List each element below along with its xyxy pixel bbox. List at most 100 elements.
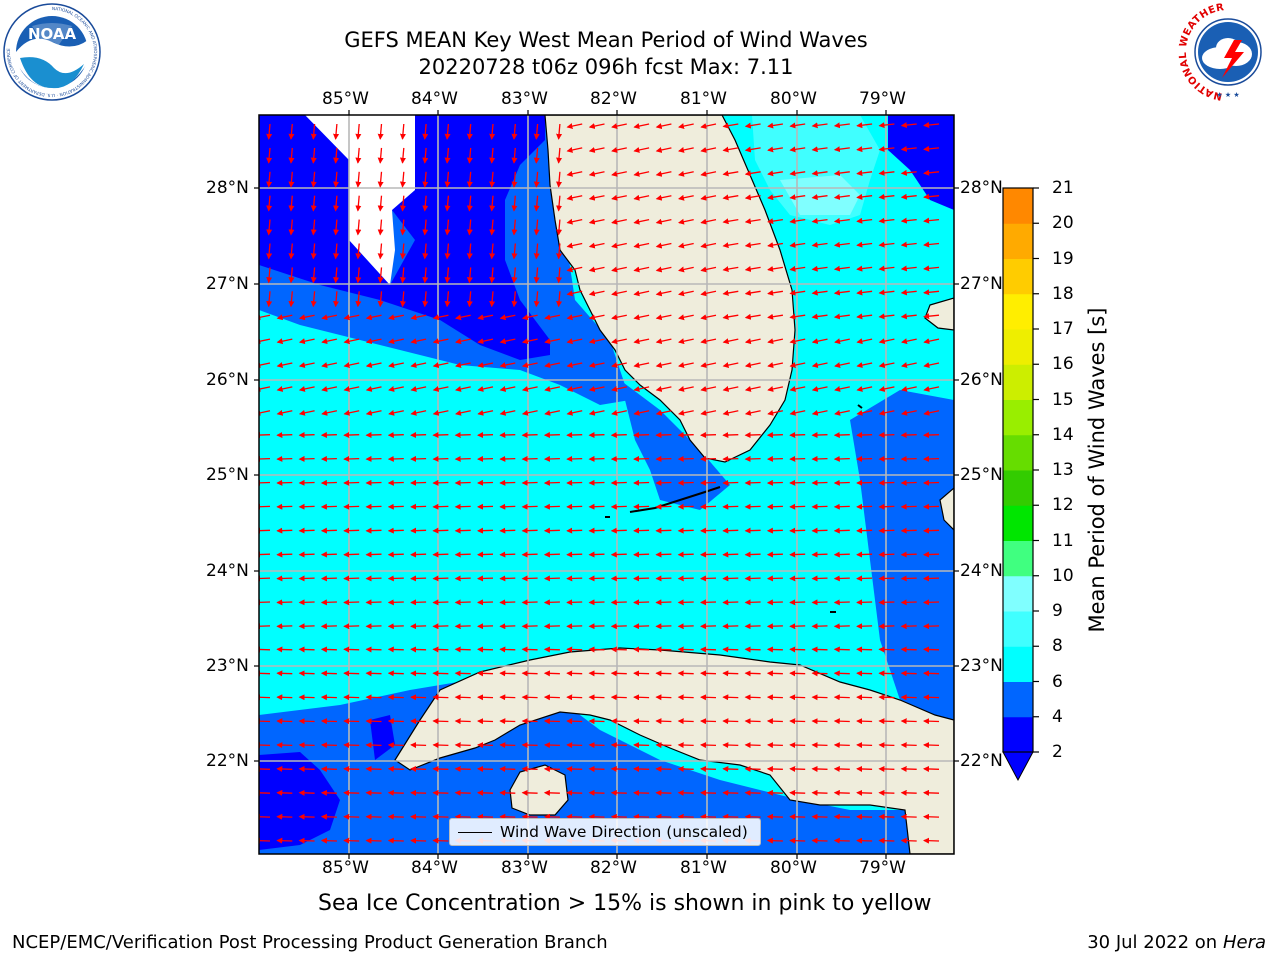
wind-wave-arrow (833, 170, 850, 177)
wind-wave-arrow (298, 718, 315, 725)
wind-wave-arrow (655, 623, 672, 630)
wind-wave-arrow (744, 313, 761, 320)
wind-wave-arrow (521, 432, 538, 439)
lat-tick-right: 25°N (960, 465, 1003, 485)
wind-wave-arrow (633, 718, 650, 725)
wind-wave-arrow (834, 409, 850, 416)
wind-wave-arrow (588, 599, 605, 606)
wind-wave-arrow (377, 243, 384, 260)
wind-wave-arrow (489, 123, 496, 140)
wind-wave-arrow (588, 386, 605, 392)
wind-wave-arrow (259, 479, 271, 486)
wind-wave-arrow (766, 837, 783, 844)
wind-wave-arrow (333, 219, 340, 236)
wind-wave-arrow (766, 455, 783, 462)
colorbar-tick-label: 13 (1052, 460, 1074, 480)
wind-wave-arrow (432, 551, 449, 558)
wind-wave-arrow (677, 527, 694, 534)
wind-wave-arrow (833, 599, 850, 606)
wind-wave-arrow (410, 623, 427, 630)
wind-wave-arrow (259, 694, 271, 701)
wind-wave-arrow (856, 265, 873, 272)
wind-wave-arrow (566, 813, 583, 820)
wind-wave-arrow (767, 289, 783, 296)
wind-wave-arrow (900, 599, 917, 606)
wind-wave-arrow (521, 386, 538, 392)
lon-tick-top: 81°W (680, 89, 727, 109)
wind-wave-arrow (298, 314, 315, 321)
wind-wave-arrow (856, 193, 873, 200)
wind-wave-arrow (387, 789, 404, 796)
wind-wave-arrow (387, 455, 404, 462)
wind-wave-arrow (588, 623, 605, 630)
wind-wave-arrow (343, 455, 360, 462)
wind-wave-arrow (655, 742, 672, 749)
wind-wave-arrow (432, 813, 449, 820)
wind-wave-arrow (588, 694, 605, 701)
map-frame (258, 114, 955, 855)
wind-wave-arrow (878, 789, 895, 796)
wind-wave-arrow (633, 670, 650, 677)
wind-wave-arrow (633, 623, 650, 630)
wind-wave-arrow (677, 432, 694, 439)
noaa-logo-icon: NOAA NATIONAL OCEANIC AND ATMOSPHERIC AD… (3, 3, 101, 101)
wind-wave-arrow (900, 432, 917, 439)
wind-wave-arrow (789, 122, 806, 129)
wind-wave-arrow (744, 338, 761, 345)
wind-wave-arrow (533, 147, 540, 164)
wind-wave-arrow (454, 479, 471, 486)
colorbar-tick-label: 19 (1052, 248, 1074, 269)
wind-wave-arrow (343, 646, 360, 653)
wind-wave-arrow (298, 479, 315, 486)
wind-wave-arrow (722, 146, 739, 153)
footer-host: Hera (1222, 932, 1266, 953)
wind-wave-arrow (700, 479, 717, 486)
wind-wave-arrow (566, 386, 583, 392)
wind-wave-arrow (900, 694, 917, 701)
wind-wave-arrow (900, 551, 917, 558)
wind-wave-arrow (677, 455, 694, 462)
wind-wave-arrow (320, 503, 337, 510)
wind-wave-arrow (454, 694, 471, 701)
wind-wave-arrow (744, 218, 761, 225)
wind-wave-arrow (566, 599, 583, 606)
wind-wave-arrow (700, 599, 717, 606)
wind-wave-arrow (422, 171, 429, 188)
wind-wave-arrow (901, 409, 917, 416)
colorbar-tick-label: 4 (1052, 706, 1063, 727)
wind-wave-arrow (365, 409, 382, 416)
wind-wave-arrow (900, 265, 917, 272)
wind-wave-arrow (744, 646, 761, 653)
wind-wave-arrow (856, 599, 873, 606)
wind-wave-arrow (588, 742, 605, 749)
wind-wave-arrow (833, 479, 850, 486)
wind-wave-arrow (276, 503, 293, 510)
wind-wave-arrow (310, 219, 317, 236)
wind-wave-arrow (298, 455, 315, 462)
wind-wave-arrow (856, 742, 873, 749)
wind-wave-arrow (466, 219, 473, 236)
wind-wave-arrow (320, 599, 337, 606)
wind-wave-arrow (477, 765, 494, 772)
wind-wave-arrow (789, 479, 806, 486)
wind-wave-arrow (543, 670, 560, 677)
wind-wave-arrow (633, 338, 650, 345)
wind-wave-arrow (588, 575, 605, 582)
wind-wave-arrow (923, 837, 940, 844)
wind-wave-arrow (633, 742, 650, 749)
wind-wave-arrow (259, 409, 271, 416)
wind-wave-arrow (878, 479, 895, 486)
wind-wave-arrow (811, 479, 828, 486)
wind-wave-arrow (556, 267, 563, 284)
wind-wave-arrow (767, 242, 783, 248)
wind-wave-arrow (610, 479, 627, 486)
wind-wave-arrow (588, 290, 605, 297)
wind-wave-arrow (744, 623, 761, 630)
wind-wave-arrow (320, 432, 337, 439)
lon-tick-bottom: 80°W (770, 858, 817, 878)
wind-wave-arrow (477, 670, 494, 677)
wind-wave-arrow (276, 765, 293, 772)
wind-wave-arrow (655, 123, 672, 130)
wind-wave-arrow (878, 409, 895, 416)
wind-wave-arrow (655, 646, 672, 653)
